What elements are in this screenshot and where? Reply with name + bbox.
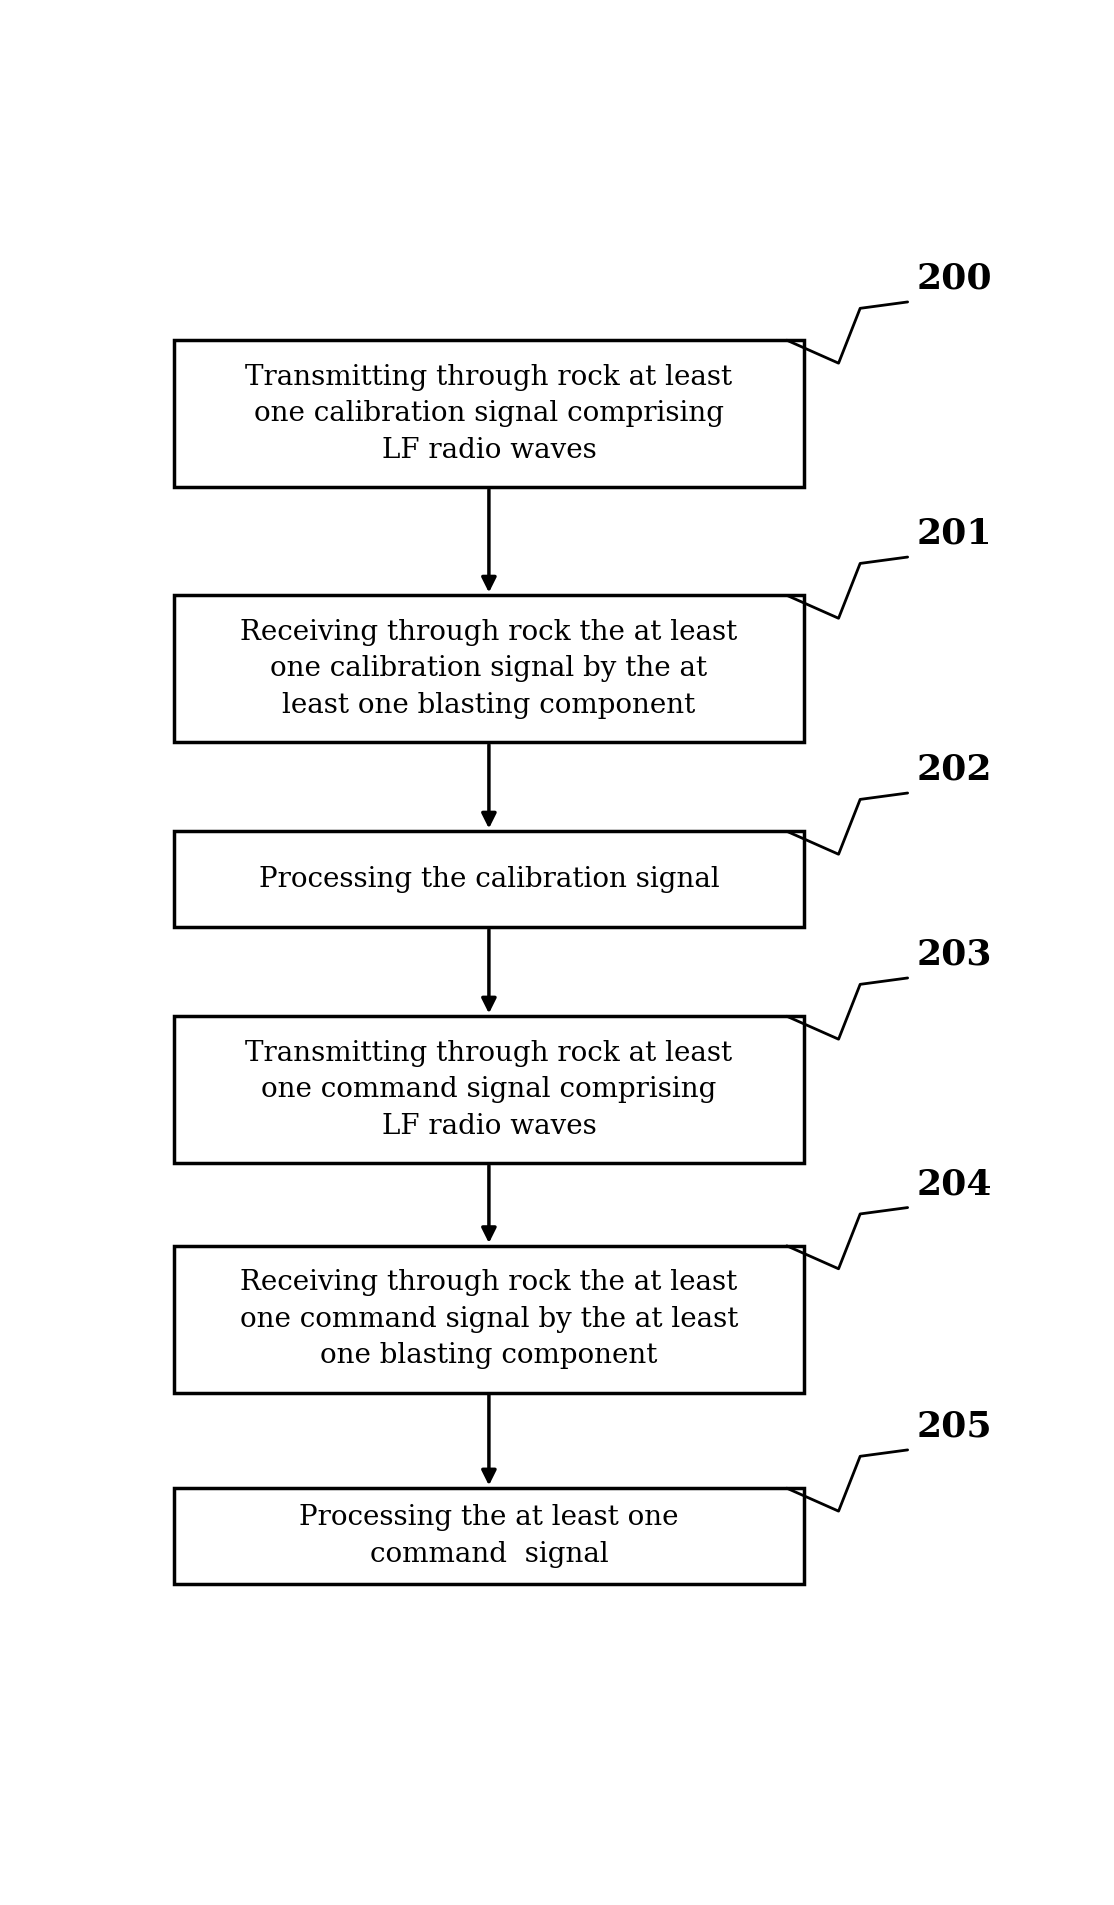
Text: 201: 201 [916, 516, 991, 551]
Text: 200: 200 [916, 261, 991, 295]
Text: Receiving through rock the at least
one command signal by the at least
one blast: Receiving through rock the at least one … [240, 1269, 739, 1370]
Bar [174, 1015, 804, 1162]
Text: Transmitting through rock at least
one command signal comprising
LF radio waves: Transmitting through rock at least one c… [245, 1040, 733, 1139]
Bar [174, 1488, 804, 1583]
Text: Processing the calibration signal: Processing the calibration signal [258, 865, 720, 893]
Text: Transmitting through rock at least
one calibration signal comprising
LF radio wa: Transmitting through rock at least one c… [245, 364, 733, 463]
Bar [174, 831, 804, 928]
Text: 204: 204 [916, 1168, 991, 1202]
Bar [174, 594, 804, 741]
Text: 205: 205 [916, 1410, 991, 1444]
Text: Receiving through rock the at least
one calibration signal by the at
least one b: Receiving through rock the at least one … [241, 619, 737, 718]
Text: 203: 203 [916, 937, 991, 972]
Text: Processing the at least one
command  signal: Processing the at least one command sign… [300, 1505, 678, 1568]
Text: 202: 202 [916, 752, 991, 787]
Bar [174, 341, 804, 488]
Bar [174, 1246, 804, 1393]
